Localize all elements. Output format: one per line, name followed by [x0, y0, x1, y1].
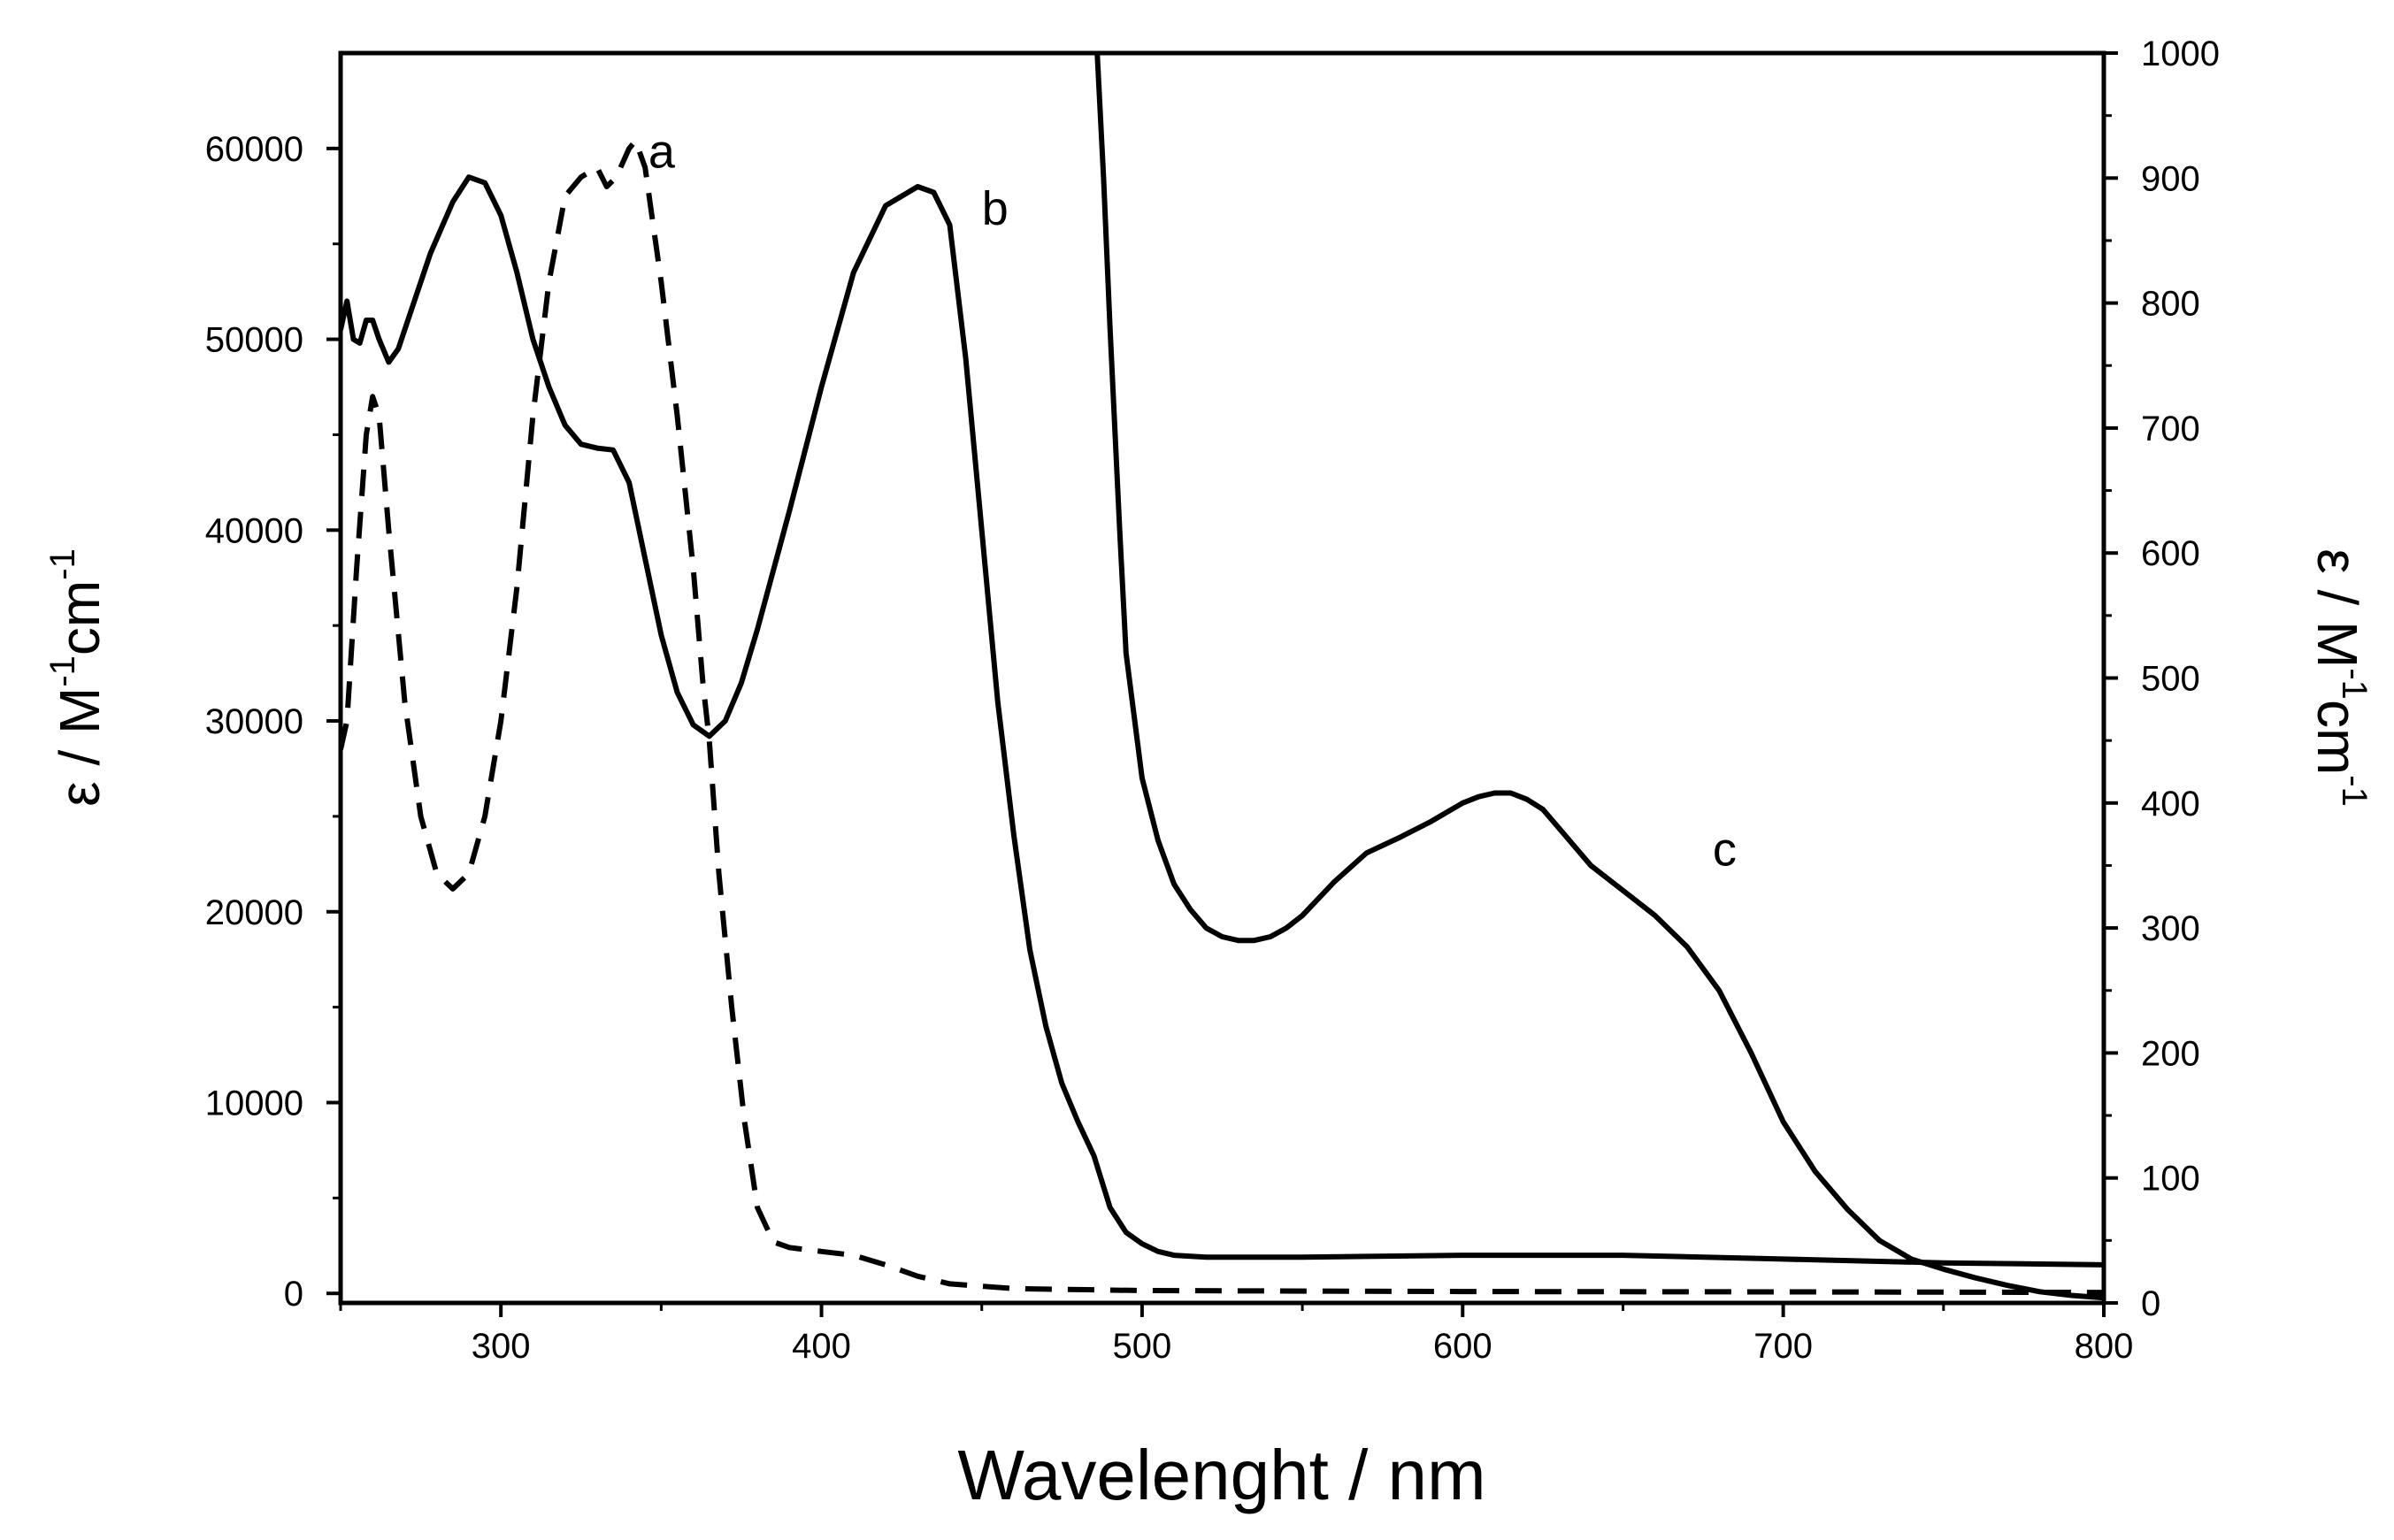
- left-y-title-sup1: -1: [43, 655, 82, 687]
- tick-layer: 300 400 500 600 700 8000100002000030000400005…: [205, 34, 2220, 1366]
- series-a-line: [341, 138, 2104, 1296]
- right-y-tick-label: 300: [2141, 909, 2200, 948]
- left-y-title-prefix: ε / M: [48, 687, 111, 807]
- left-y-tick-label: 10000: [205, 1084, 303, 1122]
- plot-frame: [338, 50, 2106, 1306]
- x-tick-label: 600: [1433, 1327, 1492, 1366]
- right-y-tick-label: 1000: [2141, 34, 2220, 73]
- x-tick-label: 400: [792, 1327, 851, 1366]
- series-a-label: a: [648, 125, 676, 178]
- series-c-label: c: [1713, 823, 1737, 876]
- left-y-tick-label: 0: [284, 1275, 303, 1314]
- left-y-tick-label: 60000: [205, 130, 303, 169]
- left-y-tick-label: 20000: [205, 893, 303, 932]
- right-y-tick-label: 100: [2141, 1160, 2200, 1199]
- right-y-title-sup2: -1: [2335, 775, 2374, 807]
- right-y-tick-label: 900: [2141, 159, 2200, 198]
- right-y-title-prefix: ε / M: [2306, 548, 2369, 668]
- right-y-tick-label: 200: [2141, 1034, 2200, 1073]
- right-y-title-mid: cm: [2306, 700, 2369, 775]
- series-b-line: [341, 174, 2104, 1268]
- x-tick-label: 300: [472, 1327, 531, 1366]
- left-y-tick-label: 50000: [205, 321, 303, 360]
- right-y-tick-label: 400: [2141, 785, 2200, 824]
- right-y-tick-label: 700: [2141, 410, 2200, 448]
- series-b-label: b: [982, 182, 1009, 235]
- right-y-tick-label: 0: [2141, 1284, 2160, 1323]
- right-y-axis-title: ε / M-1cm-1: [2306, 548, 2374, 807]
- left-y-tick-label: 30000: [205, 702, 303, 741]
- right-y-tick-label: 500: [2141, 660, 2200, 699]
- x-tick-label: 800: [2075, 1327, 2134, 1366]
- left-y-title-sup2: -1: [43, 548, 82, 580]
- right-y-tick-label: 600: [2141, 534, 2200, 573]
- x-tick-label: 500: [1113, 1327, 1172, 1366]
- series-c-line: [1094, 53, 2104, 1301]
- x-axis-title: Wavelenght / nm: [957, 1436, 1485, 1514]
- left-y-axis-title: ε / M-1cm-1: [43, 548, 111, 807]
- left-y-title-mid: cm: [48, 580, 111, 655]
- left-y-tick-label: 40000: [205, 511, 303, 550]
- x-tick-label: 700: [1753, 1327, 1813, 1366]
- right-y-tick-label: 800: [2141, 285, 2200, 324]
- series-layer: a b c: [341, 53, 2104, 1301]
- right-y-title-sup1: -1: [2335, 668, 2374, 700]
